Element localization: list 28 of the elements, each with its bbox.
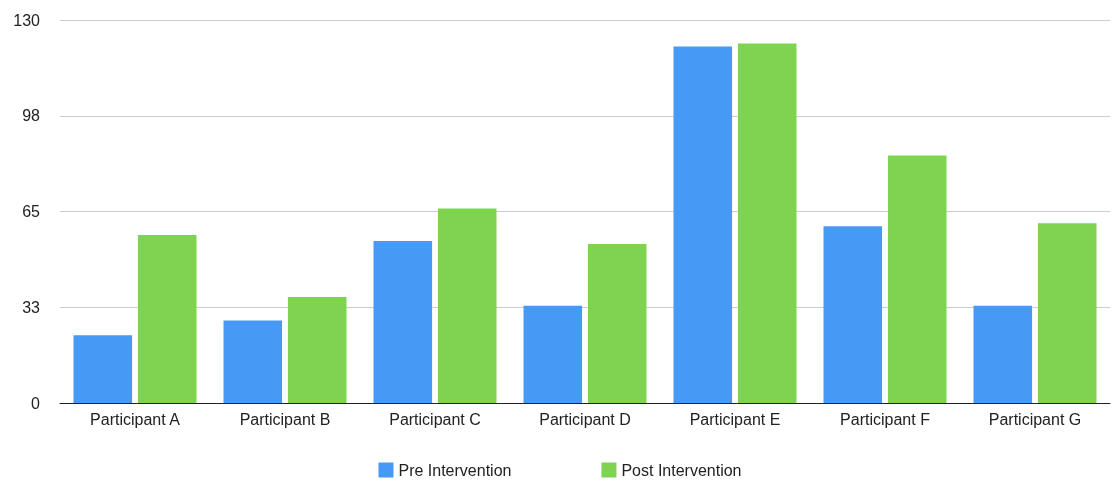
y-tick-label: 65 bbox=[22, 203, 41, 220]
bar bbox=[287, 296, 347, 403]
bar bbox=[737, 43, 797, 403]
legend-label: Pre Intervention bbox=[398, 461, 512, 479]
bar bbox=[523, 305, 583, 403]
x-tick-label: Participant D bbox=[539, 410, 631, 428]
bar bbox=[1037, 223, 1097, 403]
bar bbox=[823, 226, 883, 403]
x-tick-label: Participant A bbox=[90, 410, 181, 428]
x-tick-label: Participant B bbox=[239, 410, 331, 428]
bar bbox=[373, 240, 433, 403]
bar bbox=[973, 305, 1033, 403]
bar bbox=[137, 235, 197, 403]
bar bbox=[673, 46, 733, 403]
y-tick-label: 0 bbox=[31, 394, 41, 412]
x-tick-label: Participant G bbox=[988, 410, 1082, 428]
bar bbox=[223, 320, 283, 403]
bar bbox=[437, 208, 497, 403]
y-tick-label: 98 bbox=[22, 107, 41, 125]
bar bbox=[887, 155, 947, 403]
bar bbox=[587, 243, 647, 403]
x-tick-label: Participant F bbox=[840, 410, 931, 428]
y-tick-label: 33 bbox=[22, 298, 41, 316]
x-tick-label: Participant E bbox=[689, 410, 781, 428]
bar bbox=[73, 335, 133, 403]
x-tick-label: Participant C bbox=[389, 410, 481, 428]
y-tick-label: 130 bbox=[13, 11, 41, 29]
legend-label: Post Intervention bbox=[621, 461, 742, 479]
